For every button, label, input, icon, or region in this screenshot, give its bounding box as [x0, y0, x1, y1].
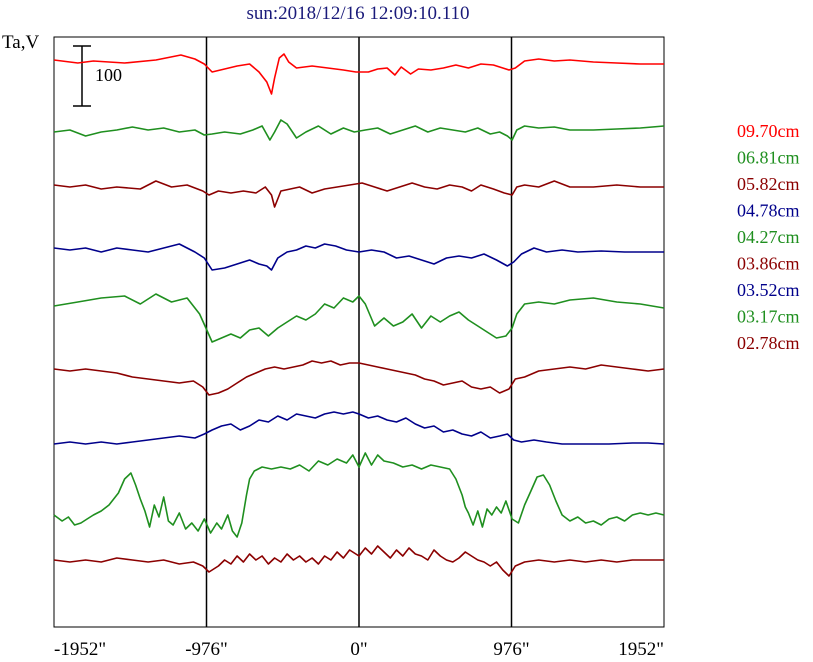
- legend-item-3: 04.78cm: [737, 201, 800, 221]
- chart-title: sun:2018/12/16 12:09:10.110: [246, 3, 469, 24]
- scale-bar: 100: [73, 45, 122, 107]
- series-line-06.81cm: [53, 119, 665, 141]
- series-line-04.78cm: [53, 243, 664, 271]
- x-tick-labels: -1952" -976" 0" 976" 1952": [54, 639, 664, 660]
- series-line-05.82cm: [53, 180, 664, 208]
- x-tick-label-1: -976": [185, 639, 228, 660]
- series-line-04.27cm: [53, 293, 665, 343]
- series-line-09.70cm: [53, 53, 664, 95]
- series-lines: [53, 53, 665, 577]
- legend-item-5: 03.86cm: [737, 254, 800, 274]
- series-line-03.52cm: [53, 411, 665, 445]
- scale-bar-label: 100: [95, 65, 122, 85]
- vertical-reference-lines: [205, 37, 513, 627]
- x-tick-label-2: 0": [350, 639, 367, 660]
- legend-item-8: 02.78cm: [737, 333, 800, 353]
- legend-item-1: 06.81cm: [737, 148, 800, 168]
- legend-item-7: 03.17cm: [737, 307, 800, 327]
- y-axis-label: Ta,V: [2, 32, 39, 53]
- x-tick-label-3: 976": [493, 639, 529, 660]
- legend-item-0: 09.70cm: [737, 121, 800, 141]
- legend-item-4: 04.27cm: [737, 227, 800, 247]
- series-line-02.78cm: [53, 545, 664, 577]
- legend: 09.70cm 06.81cm 05.82cm 04.78cm 04.27cm 03.86…: [737, 121, 800, 353]
- legend-item-2: 05.82cm: [737, 174, 800, 194]
- legend-item-6: 03.52cm: [737, 280, 800, 300]
- series-line-03.17cm: [53, 452, 665, 538]
- series-line-03.86cm: [53, 360, 665, 396]
- x-tick-label-4: 1952": [618, 639, 664, 660]
- x-tick-label-0: -1952": [54, 639, 106, 660]
